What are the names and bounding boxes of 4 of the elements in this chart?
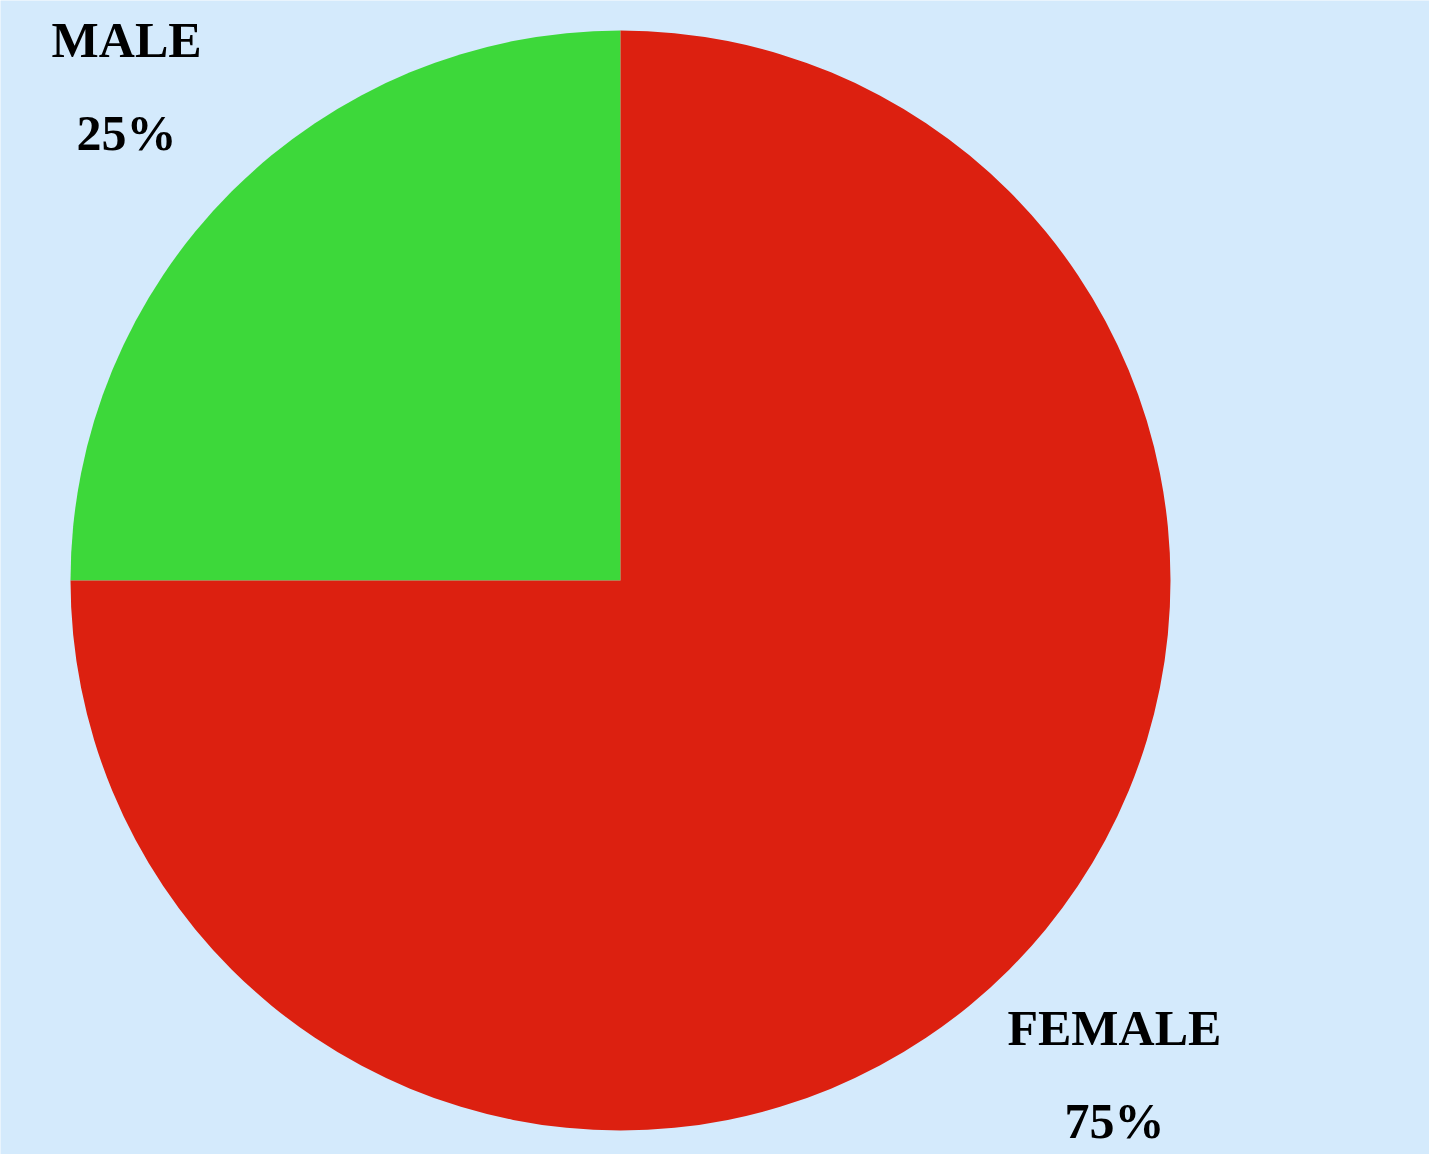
data-label: 75% bbox=[1064, 1093, 1165, 1150]
slice-label: MALE bbox=[51, 11, 202, 68]
data-label: 25% bbox=[76, 105, 177, 162]
slice-label: FEMALE bbox=[1007, 999, 1222, 1056]
